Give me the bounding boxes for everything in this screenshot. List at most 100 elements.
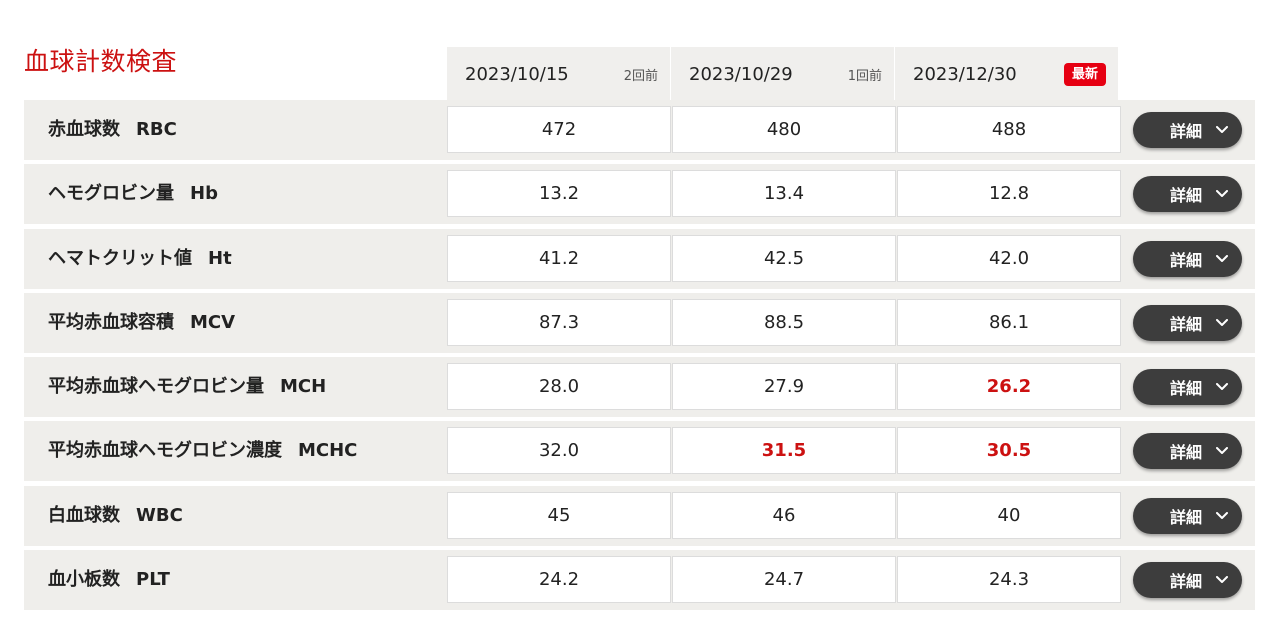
table-row: 赤血球数 RBC 472 480 488 詳細 xyxy=(24,100,1255,160)
value-cell: 87.3 xyxy=(447,298,671,346)
detail-button-label: 詳細 xyxy=(1169,186,1202,206)
date-header-latest: 2023/12/30 最新 xyxy=(895,47,1119,101)
detail-button[interactable]: 詳細 xyxy=(1133,562,1242,599)
latest-badge: 最新 xyxy=(1063,62,1106,86)
value-cells: 13.2 13.4 12.8 xyxy=(447,170,1122,218)
value-cell: 12.8 xyxy=(897,170,1121,218)
test-item-abbreviation: RBC xyxy=(136,119,177,140)
value-cell: 40 xyxy=(897,491,1121,539)
test-item-name: 白血球数 xyxy=(48,504,120,526)
detail-button[interactable]: 詳細 xyxy=(1133,304,1242,341)
value-cells: 24.2 24.7 24.3 xyxy=(447,556,1122,604)
test-item-name: 赤血球数 xyxy=(48,119,120,140)
detail-button-label: 詳細 xyxy=(1169,250,1202,270)
detail-button[interactable]: 詳細 xyxy=(1133,112,1242,148)
chevron-down-icon xyxy=(1216,510,1228,522)
table-row: 血小板数 PLT 24.2 24.7 24.3 詳細 xyxy=(24,550,1255,611)
test-item-name: 平均赤血球ヘモグロビン量 xyxy=(48,376,264,398)
header-date: 2023/12/30 xyxy=(913,63,1017,85)
table-row: 白血球数 WBC 45 46 40 詳細 xyxy=(24,485,1255,546)
value-cell: 472 xyxy=(447,106,671,153)
test-item-abbreviation: Ht xyxy=(208,247,232,269)
value-cell: 41.2 xyxy=(447,234,671,282)
chevron-down-icon xyxy=(1216,253,1228,265)
value-cells: 45 46 40 xyxy=(447,491,1122,539)
detail-button-label: 詳細 xyxy=(1169,572,1202,592)
table-row: 平均赤血球ヘモグロビン量 MCH 28.0 27.9 26.2 詳細 xyxy=(24,357,1255,418)
value-cells: 28.0 27.9 26.2 xyxy=(447,363,1122,411)
detail-button-label: 詳細 xyxy=(1169,443,1202,463)
table-row: ヘマトクリット値 Ht 41.2 42.5 42.0 詳細 xyxy=(24,228,1255,289)
chevron-down-icon xyxy=(1216,317,1228,329)
value-cell: 86.1 xyxy=(897,298,1121,346)
test-item-abbreviation: MCV xyxy=(190,311,236,333)
test-item-abbreviation: WBC xyxy=(136,504,183,526)
detail-button-label: 詳細 xyxy=(1169,507,1202,527)
value-cells: 41.2 42.5 42.0 xyxy=(447,234,1122,282)
detail-button[interactable]: 詳細 xyxy=(1133,240,1242,277)
value-cell: 27.9 xyxy=(672,363,896,411)
detail-button-label: 詳細 xyxy=(1169,314,1202,334)
value-cell: 24.2 xyxy=(447,556,671,604)
abnormal-value-cell: 30.5 xyxy=(897,427,1121,475)
test-item-label: 白血球数 WBC xyxy=(48,486,183,546)
table-row: 平均赤血球容積 MCV 87.3 88.5 86.1 詳細 xyxy=(24,292,1255,353)
detail-button[interactable]: 詳細 xyxy=(1133,369,1242,406)
value-cell: 28.0 xyxy=(447,363,671,411)
test-item-name: ヘモグロビン量 xyxy=(48,183,174,205)
value-cell: 24.7 xyxy=(672,556,896,604)
value-cell: 88.5 xyxy=(672,298,896,346)
table-row: 平均赤血球ヘモグロビン濃度 MCHC 32.0 31.5 30.5 詳細 xyxy=(24,421,1255,482)
test-item-name: 平均赤血球容積 xyxy=(48,311,174,333)
value-cell: 45 xyxy=(447,491,671,539)
detail-button[interactable]: 詳細 xyxy=(1133,497,1242,534)
value-cell: 24.3 xyxy=(897,556,1121,604)
header-visit-note: 2回前 xyxy=(623,68,658,84)
test-item-abbreviation: MCHC xyxy=(298,440,358,462)
detail-button-label: 詳細 xyxy=(1169,122,1202,141)
value-cell: 42.0 xyxy=(897,234,1121,282)
test-item-name: 平均赤血球ヘモグロビン濃度 xyxy=(48,440,282,462)
detail-button-label: 詳細 xyxy=(1169,379,1202,399)
test-item-label: 平均赤血球ヘモグロビン濃度 MCHC xyxy=(48,421,357,481)
section-title: 血球計数検査 xyxy=(24,47,178,76)
value-cell: 13.2 xyxy=(447,170,671,218)
value-cells: 472 480 488 xyxy=(447,106,1122,153)
value-cell: 32.0 xyxy=(447,427,671,475)
date-header-2-before: 2023/10/15 2回前 xyxy=(447,47,671,101)
chevron-down-icon xyxy=(1216,124,1228,136)
test-item-label: ヘマトクリット値 Ht xyxy=(48,229,232,289)
detail-button[interactable]: 詳細 xyxy=(1133,176,1242,213)
chevron-down-icon xyxy=(1216,574,1228,586)
value-cell: 13.4 xyxy=(672,170,896,218)
value-cells: 87.3 88.5 86.1 xyxy=(447,298,1122,346)
header-date: 2023/10/29 xyxy=(689,63,793,85)
abnormal-value-cell: 26.2 xyxy=(897,363,1121,411)
table-row: ヘモグロビン量 Hb 13.2 13.4 12.8 詳細 xyxy=(24,164,1255,225)
test-item-label: 平均赤血球ヘモグロビン量 MCH xyxy=(48,357,326,417)
test-item-abbreviation: Hb xyxy=(190,183,218,205)
header-visit-note: 1回前 xyxy=(847,68,882,84)
test-item-label: 赤血球数 RBC xyxy=(48,100,177,160)
value-cell: 42.5 xyxy=(672,234,896,282)
value-cell: 488 xyxy=(897,106,1121,153)
abnormal-value-cell: 31.5 xyxy=(672,427,896,475)
chevron-down-icon xyxy=(1216,445,1228,457)
test-item-name: 血小板数 xyxy=(48,569,120,591)
test-item-label: ヘモグロビン量 Hb xyxy=(48,164,218,224)
header-date: 2023/10/15 xyxy=(465,63,569,85)
chevron-down-icon xyxy=(1216,381,1228,393)
test-item-name: ヘマトクリット値 xyxy=(48,247,192,269)
result-rows: 赤血球数 RBC 472 480 488 詳細 ヘモグロビン量 Hb 13.2 13.4 12.8 詳… xyxy=(24,100,1255,614)
test-item-abbreviation: MCH xyxy=(280,376,327,398)
test-item-abbreviation: PLT xyxy=(136,569,170,591)
detail-button[interactable]: 詳細 xyxy=(1133,433,1242,470)
value-cell: 480 xyxy=(672,106,896,153)
value-cell: 46 xyxy=(672,491,896,539)
date-header-row: 2023/10/15 2回前 2023/10/29 1回前 2023/12/30… xyxy=(447,47,1119,101)
test-item-label: 血小板数 PLT xyxy=(48,550,170,610)
value-cells: 32.0 31.5 30.5 xyxy=(447,427,1122,475)
test-item-label: 平均赤血球容積 MCV xyxy=(48,293,235,353)
chevron-down-icon xyxy=(1216,188,1228,200)
